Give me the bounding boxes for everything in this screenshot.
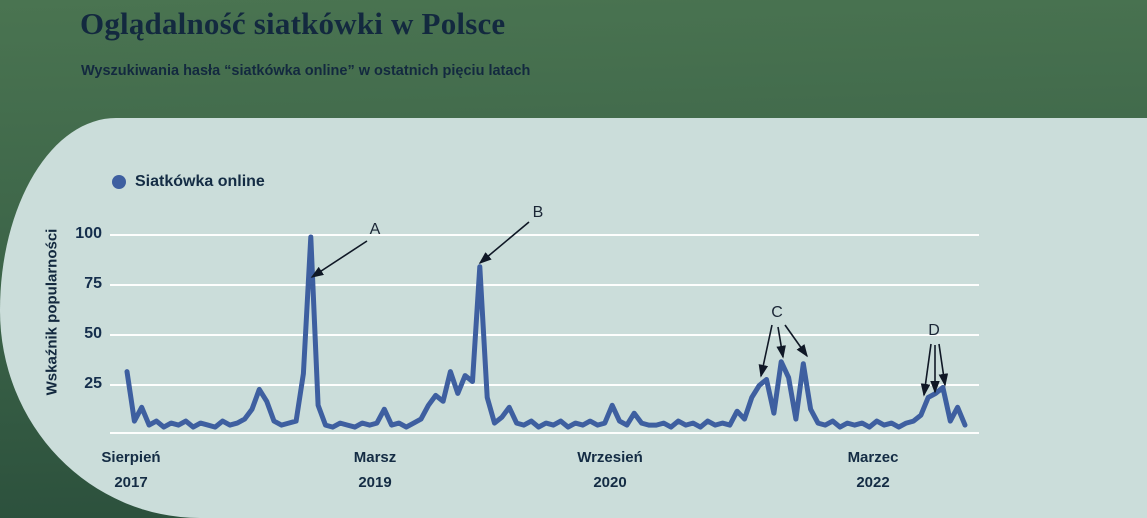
series-line [124,234,968,430]
annotation-label-B: B [532,204,544,221]
annotation-arrow-D [938,343,949,387]
x-label-2019: Marsz 2019 [353,449,397,491]
annotation-label-A: A [369,221,381,238]
y-tick-50: 50 [84,325,102,342]
chart-legend: Siatkówka online [112,173,265,191]
y-tick-75: 75 [84,275,102,292]
y-tick-25: 25 [84,375,102,392]
annotation-arrow-A [310,240,368,278]
y-tick-100: 100 [75,225,102,242]
annotation-arrow-C [776,326,786,359]
annotation-label-C: C [771,304,783,321]
x-label-2017: Sierpień 2017 [101,449,161,491]
gridline-100 [110,234,979,236]
page-subtitle: Wyszukiwania hasła “siatkówka online” w … [81,63,531,79]
annotation-arrow-B [478,221,530,265]
annotation-arrow-D [920,343,932,397]
legend-dot-icon [112,175,126,189]
annotation-arrows [310,221,949,397]
chart-panel [0,118,1147,518]
annotation-arrow-C [758,324,773,378]
gridline-25 [110,384,979,386]
legend-label: Siatkówka online [135,173,265,190]
gridline-50 [110,334,979,336]
annotation-arrow-C [784,324,808,358]
x-label-2022: Marzec 2022 [847,449,899,491]
x-label-2020: Wrzesień 2020 [577,449,643,491]
gridline-0 [110,432,979,434]
page-title: Oglądalność siatkówki w Polsce [80,6,506,41]
annotation-label-D: D [928,322,940,339]
gridline-75 [110,284,979,286]
